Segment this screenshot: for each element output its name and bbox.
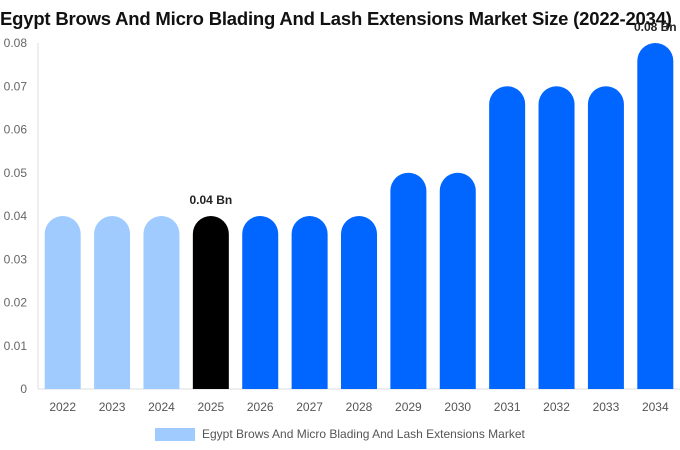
y-tick-label: 0.02 (4, 296, 28, 310)
y-tick-label: 0.07 (4, 79, 28, 93)
bar-2022 (44, 216, 81, 389)
x-tick-label: 2029 (395, 400, 422, 414)
bar-2032 (538, 86, 575, 389)
x-tick-label: 2027 (296, 400, 323, 414)
x-tick-label: 2023 (99, 400, 126, 414)
legend-swatch (155, 427, 195, 441)
bar-2028 (341, 216, 377, 389)
y-tick-label: 0.08 (4, 36, 28, 50)
x-tick-label: 2030 (444, 400, 471, 414)
bar-2025 (192, 216, 229, 389)
y-tick-label: 0.04 (4, 209, 28, 223)
bar-2033 (587, 86, 624, 389)
x-tick-label: 2028 (346, 400, 373, 414)
x-tick-label: 2025 (197, 400, 224, 414)
data-label: 0.04 Bn (190, 193, 233, 207)
bar-2029 (390, 172, 427, 389)
bar-2030 (439, 172, 476, 389)
bar-2031 (489, 86, 526, 389)
x-tick-label: 2034 (642, 400, 669, 414)
x-tick-label: 2024 (148, 400, 175, 414)
bar-2026 (242, 216, 279, 389)
x-tick-label: 2033 (593, 400, 620, 414)
y-tick-label: 0.06 (4, 123, 28, 137)
bar-2027 (291, 216, 328, 389)
chart-title: Egypt Brows And Micro Blading And Lash E… (0, 8, 672, 29)
y-tick-label: 0 (20, 382, 27, 396)
bar-2024 (143, 216, 180, 389)
data-label: 0.08 Bn (634, 20, 677, 34)
x-tick-label: 2032 (543, 400, 570, 414)
y-tick-label: 0.01 (4, 339, 28, 353)
y-tick-label: 0.03 (4, 252, 28, 266)
x-tick-label: 2031 (494, 400, 521, 414)
y-tick-label: 0.05 (4, 166, 28, 180)
bar-2034 (637, 43, 674, 389)
legend: Egypt Brows And Micro Blading And Lash E… (155, 425, 525, 443)
bar-2023 (94, 216, 131, 389)
legend-label: Egypt Brows And Micro Blading And Lash E… (202, 427, 525, 441)
x-tick-label: 2026 (247, 400, 274, 414)
x-tick-label: 2022 (49, 400, 76, 414)
